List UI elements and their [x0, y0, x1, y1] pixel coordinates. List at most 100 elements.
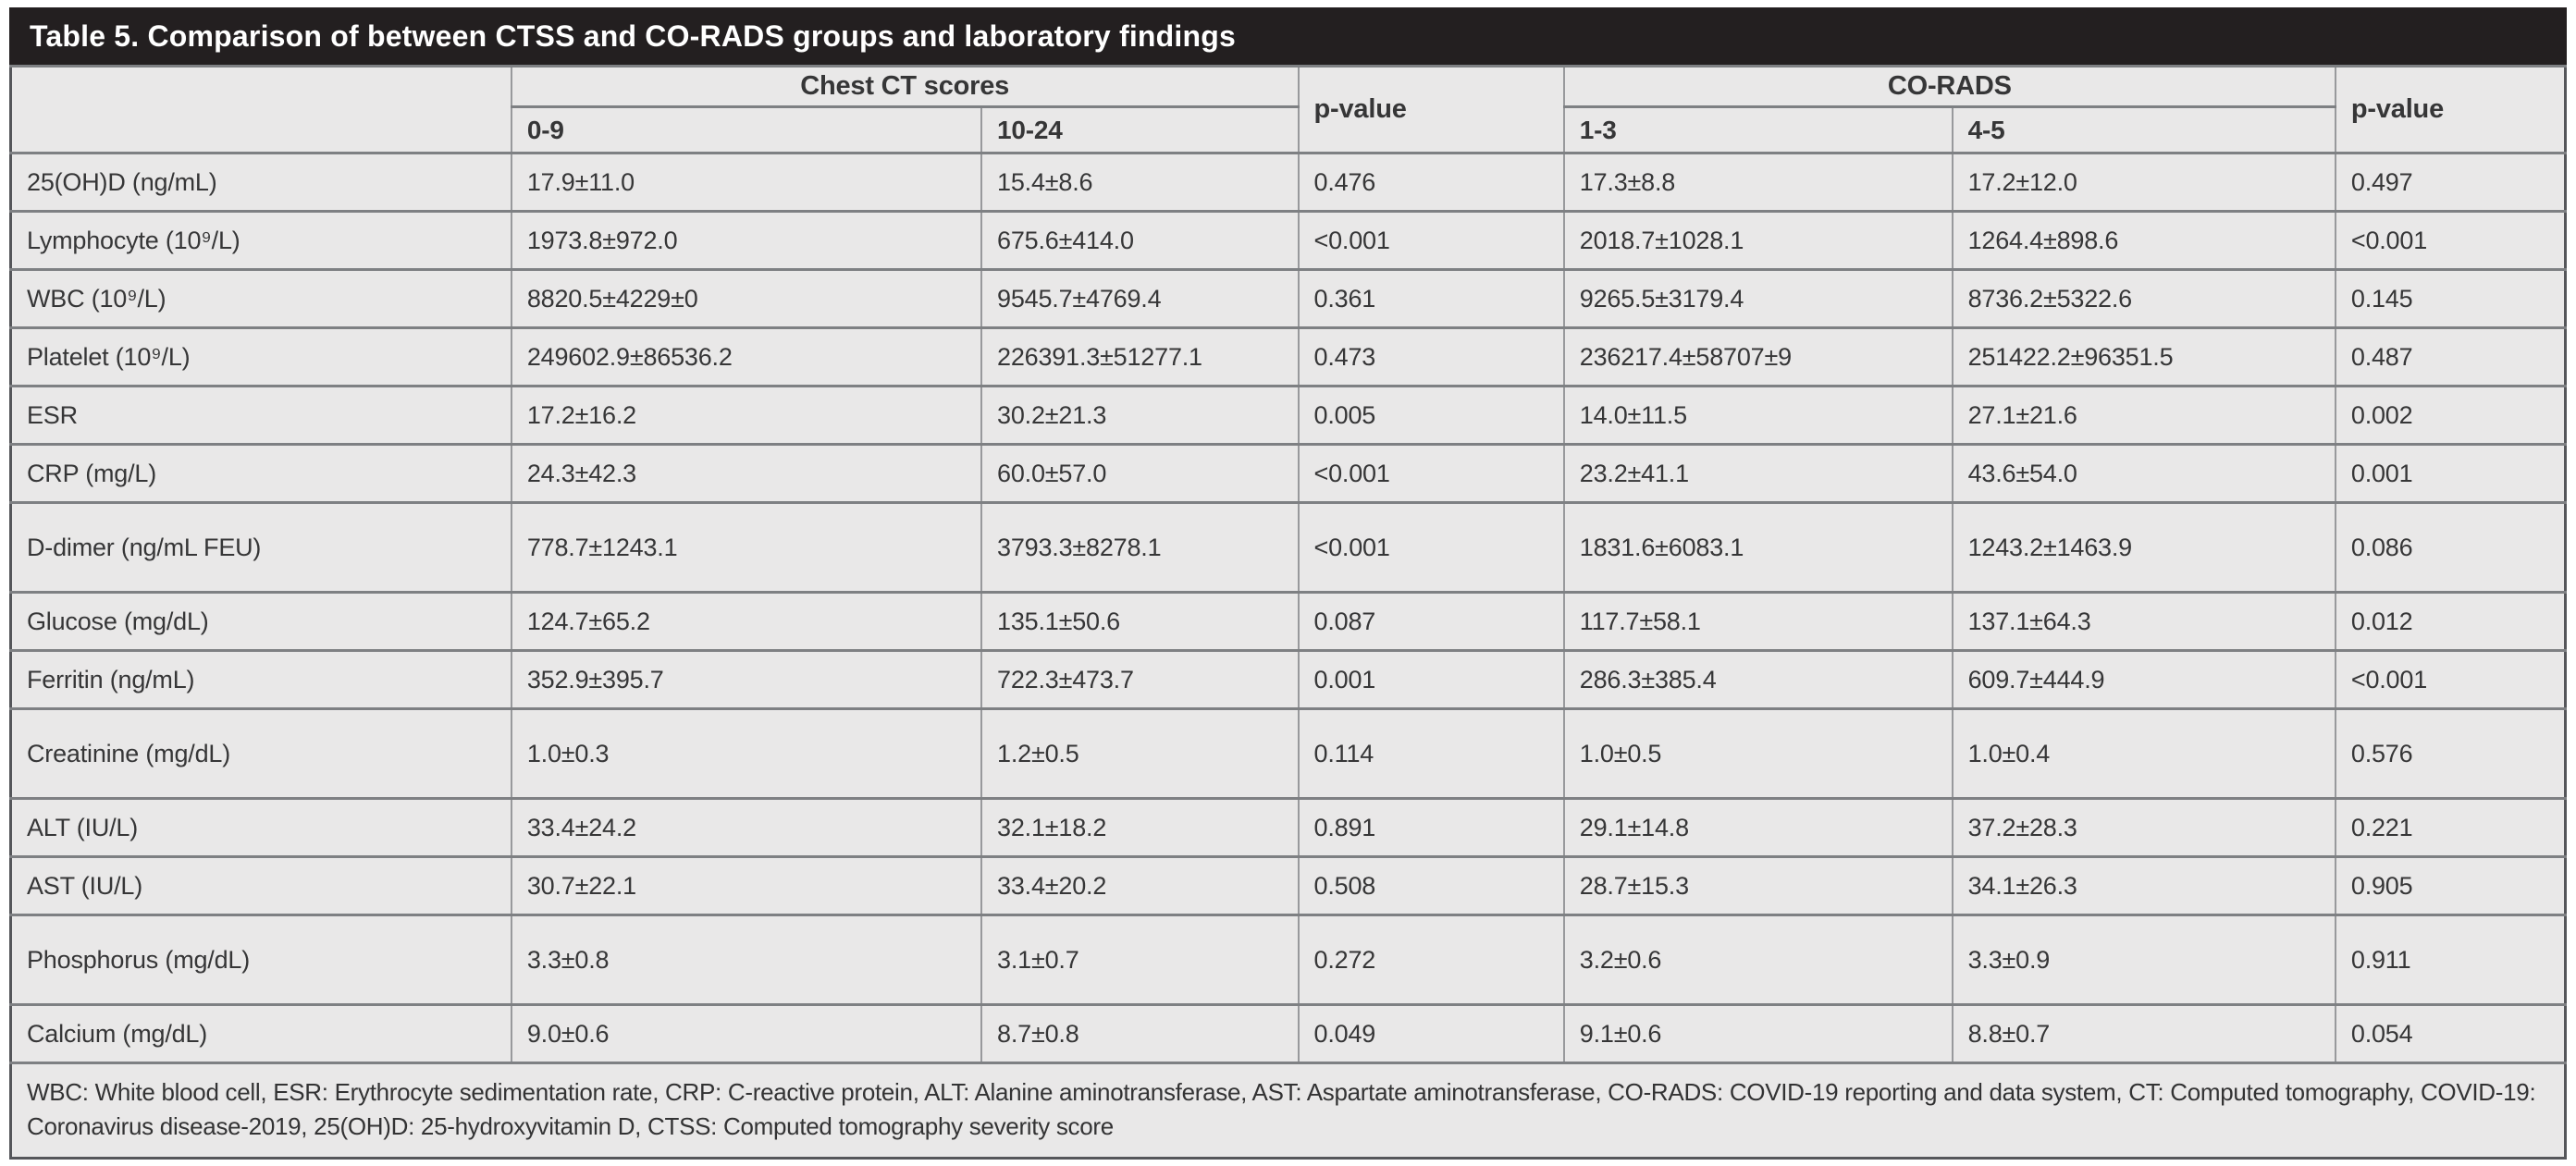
cell-corads-4-5: 17.2±12.0	[1951, 152, 2336, 213]
row-label: Ferritin (ng/mL)	[9, 649, 512, 710]
column-header-corads-1-3: 1-3	[1562, 105, 1954, 154]
table-footer: WBC: White blood cell, ESR: Erythrocyte …	[9, 1062, 2567, 1160]
cell-ct-10-24: 8.7±0.8	[980, 1003, 1300, 1064]
column-header-ct-10-24: 10-24	[980, 105, 1300, 154]
cell-p-value-ctss: 0.361	[1297, 268, 1565, 329]
row-label: Creatinine (mg/dL)	[9, 707, 512, 800]
cell-corads-4-5: 1.0±0.4	[1951, 707, 2336, 800]
cell-corads-4-5: 37.2±28.3	[1951, 797, 2336, 858]
cell-p-value-corads: 0.221	[2334, 797, 2567, 858]
cell-corads-4-5: 3.3±0.9	[1951, 914, 2336, 1006]
header-sub-row: 0-9 10-24 1-3 4-5	[11, 105, 2566, 154]
cell-ct-0-9: 352.9±395.7	[510, 649, 983, 710]
cell-ct-10-24: 675.6±414.0	[980, 210, 1300, 271]
column-header-p-value-corads: p-value	[2334, 65, 2567, 154]
cell-p-value-corads: 0.002	[2334, 385, 2567, 446]
column-header-p-value-ctss: p-value	[1297, 65, 1565, 154]
table-row: Lymphocyte (10⁹/L) 1973.8±972.0 675.6±414.…	[9, 210, 2567, 271]
row-label: WBC (10⁹/L)	[9, 268, 512, 329]
table-header: Chest CT scores p-value CO-RADS p-value …	[9, 65, 2567, 154]
row-label: D-dimer (ng/mL FEU)	[9, 501, 512, 594]
table-title: Table 5. Comparison of between CTSS and …	[30, 18, 1237, 53]
cell-ct-0-9: 249602.9±86536.2	[510, 326, 983, 387]
cell-corads-1-3: 1.0±0.5	[1562, 707, 1954, 800]
cell-corads-4-5: 27.1±21.6	[1951, 385, 2336, 446]
footnote-row: WBC: White blood cell, ESR: Erythrocyte …	[9, 1062, 2567, 1160]
cell-p-value-ctss: <0.001	[1297, 210, 1565, 271]
cell-corads-1-3: 9.1±0.6	[1562, 1003, 1954, 1064]
cell-ct-0-9: 24.3±42.3	[510, 443, 983, 504]
table-title-bar: Table 5. Comparison of between CTSS and …	[9, 7, 2567, 65]
cell-ct-10-24: 9545.7±4769.4	[980, 268, 1300, 329]
cell-ct-0-9: 1973.8±972.0	[510, 210, 983, 271]
cell-p-value-corads: 0.054	[2334, 1003, 2567, 1064]
table-row: Platelet (10⁹/L) 249602.9±86536.2 226391.3…	[9, 326, 2567, 387]
comparison-table: Chest CT scores p-value CO-RADS p-value …	[9, 65, 2567, 1160]
cell-corads-4-5: 251422.2±96351.5	[1951, 326, 2336, 387]
cell-p-value-ctss: 0.049	[1297, 1003, 1565, 1064]
cell-ct-10-24: 30.2±21.3	[980, 385, 1300, 446]
cell-p-value-ctss: 0.476	[1297, 152, 1565, 213]
cell-ct-0-9: 9.0±0.6	[510, 1003, 983, 1064]
cell-corads-4-5: 1264.4±898.6	[1951, 210, 2336, 271]
row-label: Lymphocyte (10⁹/L)	[9, 210, 512, 271]
table-row: ESR 17.2±16.2 30.2±21.3 0.005 14.0±11.5 27.1±…	[9, 385, 2567, 446]
cell-ct-0-9: 17.2±16.2	[510, 385, 983, 446]
cell-corads-4-5: 43.6±54.0	[1951, 443, 2336, 504]
table-row: Creatinine (mg/dL) 1.0±0.3 1.2±0.5 0.114 1.0…	[9, 707, 2567, 800]
cell-ct-10-24: 722.3±473.7	[980, 649, 1300, 710]
cell-ct-10-24: 3793.3±8278.1	[980, 501, 1300, 594]
cell-p-value-corads: 0.497	[2334, 152, 2567, 213]
row-label: Glucose (mg/dL)	[9, 591, 512, 652]
cell-ct-0-9: 124.7±65.2	[510, 591, 983, 652]
cell-corads-1-3: 23.2±41.1	[1562, 443, 1954, 504]
cell-ct-10-24: 32.1±18.2	[980, 797, 1300, 858]
column-header-corads-4-5: 4-5	[1951, 105, 2336, 154]
row-label: ALT (IU/L)	[9, 797, 512, 858]
table-body: 25(OH)D (ng/mL) 17.9±11.0 15.4±8.6 0.476 17.…	[9, 152, 2567, 1064]
cell-ct-10-24: 60.0±57.0	[980, 443, 1300, 504]
cell-corads-4-5: 8.8±0.7	[1951, 1003, 2336, 1064]
row-label: AST (IU/L)	[9, 855, 512, 916]
cell-corads-1-3: 29.1±14.8	[1562, 797, 1954, 858]
cell-corads-1-3: 1831.6±6083.1	[1562, 501, 1954, 594]
cell-p-value-ctss: <0.001	[1297, 501, 1565, 594]
table-row: Glucose (mg/dL) 124.7±65.2 135.1±50.6 0.087…	[9, 591, 2567, 652]
cell-corads-1-3: 117.7±58.1	[1562, 591, 1954, 652]
table-footnote: WBC: White blood cell, ESR: Erythrocyte …	[9, 1062, 2567, 1160]
cell-p-value-corads: 0.001	[2334, 443, 2567, 504]
cell-p-value-ctss: 0.272	[1297, 914, 1565, 1006]
row-label: Calcium (mg/dL)	[9, 1003, 512, 1064]
cell-ct-10-24: 33.4±20.2	[980, 855, 1300, 916]
cell-ct-0-9: 17.9±11.0	[510, 152, 983, 213]
cell-corads-1-3: 2018.7±1028.1	[1562, 210, 1954, 271]
cell-p-value-corads: 0.012	[2334, 591, 2567, 652]
cell-p-value-corads: <0.001	[2334, 649, 2567, 710]
header-group-row: Chest CT scores p-value CO-RADS p-value	[9, 65, 2567, 154]
cell-corads-4-5: 34.1±26.3	[1951, 855, 2336, 916]
cell-corads-4-5: 8736.2±5322.6	[1951, 268, 2336, 329]
cell-p-value-corads: 0.145	[2334, 268, 2567, 329]
cell-corads-1-3: 28.7±15.3	[1562, 855, 1954, 916]
cell-p-value-corads: 0.905	[2334, 855, 2567, 916]
cell-p-value-ctss: <0.001	[1297, 443, 1565, 504]
row-label: CRP (mg/L)	[9, 443, 512, 504]
cell-ct-0-9: 33.4±24.2	[510, 797, 983, 858]
cell-p-value-ctss: 0.891	[1297, 797, 1565, 858]
table-row: Phosphorus (mg/dL) 3.3±0.8 3.1±0.7 0.272 3.2…	[9, 914, 2567, 1006]
column-group-chest-ct-scores: Chest CT scores	[510, 65, 1300, 108]
row-label: ESR	[9, 385, 512, 446]
table-row: Ferritin (ng/mL) 352.9±395.7 722.3±473.7 0.…	[9, 649, 2567, 710]
cell-corads-4-5: 1243.2±1463.9	[1951, 501, 2336, 594]
cell-p-value-ctss: 0.087	[1297, 591, 1565, 652]
table-row: CRP (mg/L) 24.3±42.3 60.0±57.0 <0.001 23.2±4…	[9, 443, 2567, 504]
cell-ct-0-9: 778.7±1243.1	[510, 501, 983, 594]
cell-p-value-corads: 0.086	[2334, 501, 2567, 594]
cell-ct-10-24: 1.2±0.5	[980, 707, 1300, 800]
cell-p-value-corads: <0.001	[2334, 210, 2567, 271]
cell-p-value-ctss: 0.001	[1297, 649, 1565, 710]
cell-p-value-ctss: 0.473	[1297, 326, 1565, 387]
cell-ct-0-9: 1.0±0.3	[510, 707, 983, 800]
cell-corads-1-3: 286.3±385.4	[1562, 649, 1954, 710]
